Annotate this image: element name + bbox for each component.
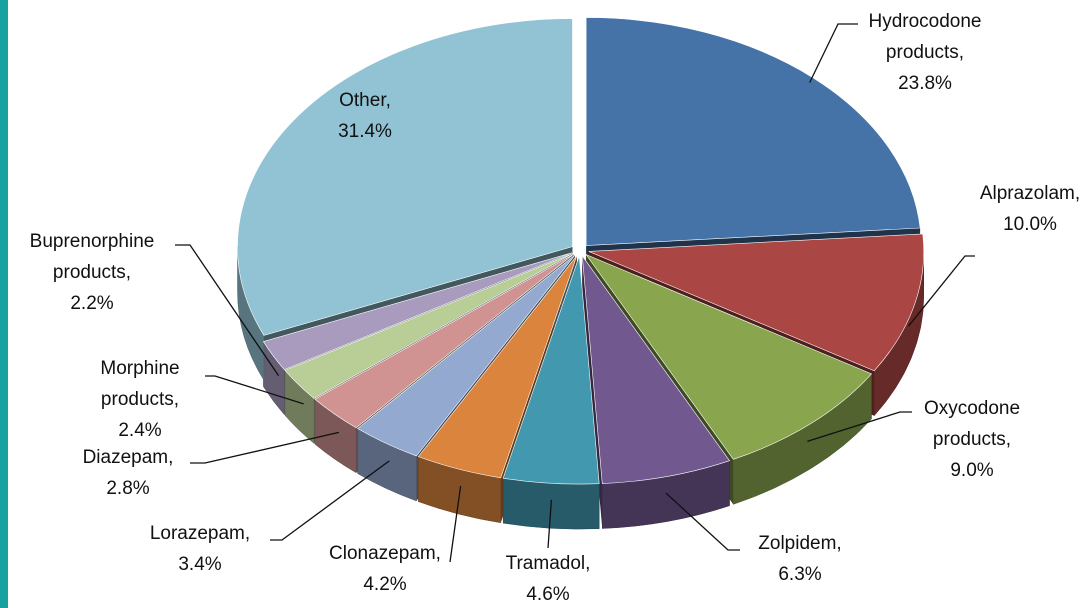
data-label: Clonazepam, 4.2% <box>315 538 455 600</box>
category-label: Zolpidem, <box>758 533 842 554</box>
leader-line <box>547 499 553 549</box>
data-label: Zolpidem, 6.3% <box>735 528 865 590</box>
pie-tops <box>237 17 925 485</box>
slice <box>588 233 925 372</box>
slice <box>262 252 573 371</box>
value-label: 6.3% <box>778 564 822 585</box>
leader-lines <box>175 23 975 563</box>
data-label: Diazepam, 2.8% <box>68 442 188 504</box>
category-label: Morphine products, <box>100 358 180 410</box>
leader-line <box>190 431 340 464</box>
slice <box>585 253 873 460</box>
data-label: Other, 31.4% <box>305 85 425 147</box>
slice <box>237 18 573 336</box>
category-label: Tramadol, <box>505 553 591 574</box>
category-label: Buprenorphine products, <box>29 231 155 283</box>
category-label: Other, <box>339 90 391 111</box>
data-label: Morphine products, 2.4% <box>70 353 210 446</box>
slice <box>357 254 576 457</box>
leader-line <box>807 411 912 442</box>
value-label: 4.6% <box>526 584 570 605</box>
category-label: Clonazepam, <box>329 543 441 564</box>
category-label: Oxycodone products, <box>923 398 1021 450</box>
value-label: 9.0% <box>950 460 994 481</box>
value-label: 2.2% <box>70 293 114 314</box>
leader-line <box>205 375 304 405</box>
slice <box>581 254 731 484</box>
leader-line <box>809 23 858 83</box>
data-label: Hydrocodone products, 23.8% <box>850 6 1000 99</box>
slice <box>314 254 574 429</box>
value-label: 2.8% <box>106 478 150 499</box>
value-label: 3.4% <box>178 554 222 575</box>
value-label: 10.0% <box>1003 214 1057 235</box>
side-bar <box>0 0 8 608</box>
slice <box>502 256 600 485</box>
value-label: 31.4% <box>338 121 392 142</box>
leader-line <box>665 492 740 551</box>
category-label: Hydrocodone products, <box>868 11 982 63</box>
value-label: 4.2% <box>363 574 407 595</box>
data-label: Oxycodone products, 9.0% <box>902 393 1042 486</box>
category-label: Diazepam, <box>82 447 174 468</box>
data-label: Alprazolam, 10.0% <box>965 178 1092 240</box>
slice <box>417 255 578 479</box>
leader-line <box>270 460 390 541</box>
category-label: Alprazolam, <box>979 183 1081 204</box>
data-label: Buprenorphine products, 2.2% <box>12 226 172 319</box>
slice <box>284 253 573 399</box>
value-label: 23.8% <box>898 73 952 94</box>
data-label: Tramadol, 4.6% <box>488 548 608 608</box>
value-label: 2.4% <box>118 420 162 441</box>
leader-line <box>175 244 280 377</box>
data-label: Lorazepam, 3.4% <box>135 518 265 580</box>
leader-line <box>449 485 462 563</box>
slice <box>585 17 921 246</box>
leader-line <box>908 255 975 327</box>
category-label: Lorazepam, <box>149 523 251 544</box>
